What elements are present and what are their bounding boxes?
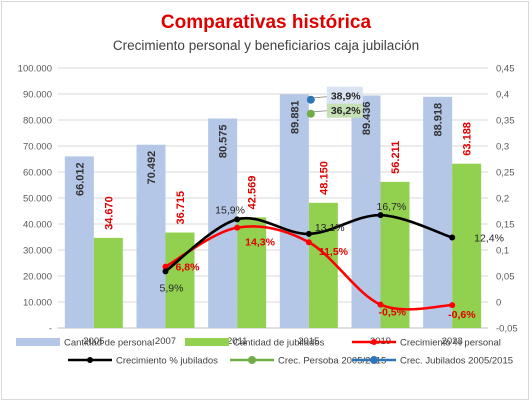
line-value-label: -0,5% [379, 307, 407, 319]
legend-swatch [248, 356, 256, 364]
bar-value-label: 42.569 [247, 176, 259, 210]
bar [93, 237, 123, 328]
line-marker [305, 239, 312, 246]
bar-value-label: 80.575 [218, 125, 230, 159]
legend-label: Cantidad de personal [64, 338, 154, 349]
bar [423, 96, 453, 328]
bar [279, 94, 309, 328]
legend-swatch [371, 339, 377, 345]
line-marker [449, 234, 456, 241]
line-value-label: 15,9% [215, 204, 245, 216]
y-tick-label: 100.000 [18, 64, 52, 75]
y-tick-label: 90.000 [23, 90, 52, 101]
y2-tick-label: 0,3 [496, 142, 509, 153]
bar [165, 232, 195, 328]
bar-value-label: 63.188 [462, 122, 474, 156]
bar [136, 144, 166, 328]
y2-tick-label: 0,15 [496, 220, 515, 231]
line-value-label: 5,9% [160, 282, 184, 294]
legend-label: Crecimiento % personal [400, 338, 501, 349]
bar-value-label: 34.670 [103, 196, 115, 230]
bar-value-label: 66.012 [74, 162, 86, 196]
bar-value-label: 88.918 [433, 103, 445, 137]
line-value-label: 14,3% [245, 237, 275, 249]
bar-value-label: 48.150 [318, 161, 330, 195]
bar [308, 202, 338, 328]
y-tick-label: 30.000 [23, 246, 52, 257]
x-tick-label: 2005 [83, 336, 104, 347]
legend-swatch [185, 338, 229, 346]
bar [208, 118, 238, 328]
legend-label: Crecimiento % jubilados [116, 356, 218, 367]
legend-label: Crec. Persoba 2005/2015 [278, 356, 386, 367]
callout-leader [313, 110, 327, 113]
y2-tick-label: 0,05 [496, 272, 515, 283]
line-value-label: 11,5% [319, 246, 349, 258]
callout-box [326, 86, 363, 104]
bar-value-label: 56.211 [390, 141, 402, 174]
bar [237, 217, 267, 328]
point-value-label: 36,2% [331, 105, 361, 117]
y2-tick-label: 0,45 [496, 64, 515, 75]
point-marker [306, 109, 315, 118]
y-tick-label: 10.000 [23, 298, 52, 309]
y2-tick-label: 0,1 [496, 246, 509, 257]
point-value-label: 38,9% [331, 91, 361, 103]
y-tick-label: 50.000 [23, 194, 52, 205]
callout-leader [313, 96, 327, 99]
line-marker [234, 224, 241, 231]
bar [380, 181, 410, 328]
y2-tick-label: 0,2 [496, 194, 509, 205]
bar [452, 163, 482, 328]
bar-value-label: 70.492 [146, 151, 158, 185]
bar [351, 95, 381, 328]
legend-swatch [87, 357, 93, 363]
legend-label: Crec. Jubilados 2005/2015 [400, 356, 513, 367]
y2-tick-label: 0,35 [496, 116, 515, 127]
line-marker [162, 263, 169, 270]
y-tick-label: 70.000 [23, 142, 52, 153]
bar-value-label: 89.436 [361, 101, 373, 135]
line-marker [305, 230, 312, 237]
line-marker [162, 268, 169, 275]
x-tick-label: 2023 [442, 336, 463, 347]
point-marker [306, 95, 315, 104]
chart-subtitle: Crecimiento personal y beneficiarios caj… [112, 38, 420, 53]
callout-box [326, 100, 363, 118]
x-tick-label: 2015 [298, 336, 319, 347]
bar [64, 156, 94, 328]
line-value-label: 12,4% [474, 233, 504, 245]
bar-value-label: 36.715 [175, 191, 187, 225]
y-tick-label: 60.000 [23, 168, 52, 179]
x-tick-label: 2007 [155, 336, 176, 347]
y-tick-label: - [49, 324, 52, 335]
x-tick-label: 2011 [227, 336, 247, 347]
legend-swatch [370, 356, 378, 364]
y2-tick-label: 0,25 [496, 168, 515, 179]
y-tick-label: 40.000 [23, 220, 52, 231]
line-marker [449, 302, 456, 309]
line-value-label: -0,6% [448, 309, 476, 321]
chart-title: Comparativas histórica [160, 12, 372, 33]
legend-swatch [16, 338, 60, 346]
y2-tick-label: -0,05 [496, 324, 518, 335]
line-value-label: 16,7% [377, 201, 407, 213]
y-tick-label: 80.000 [23, 116, 52, 127]
y2-tick-label: 0,4 [496, 90, 509, 101]
line-value-label: 6,8% [176, 262, 201, 274]
y-tick-label: 20.000 [23, 272, 52, 283]
bar-value-label: 89.881 [289, 100, 301, 134]
line-value-label: 13,1% [315, 222, 345, 234]
y2-tick-label: 0 [496, 298, 501, 309]
line-marker [234, 216, 241, 223]
line-marker [377, 212, 384, 219]
line-marker [377, 301, 384, 308]
legend-label: Cantidad de jubilados [233, 338, 325, 349]
